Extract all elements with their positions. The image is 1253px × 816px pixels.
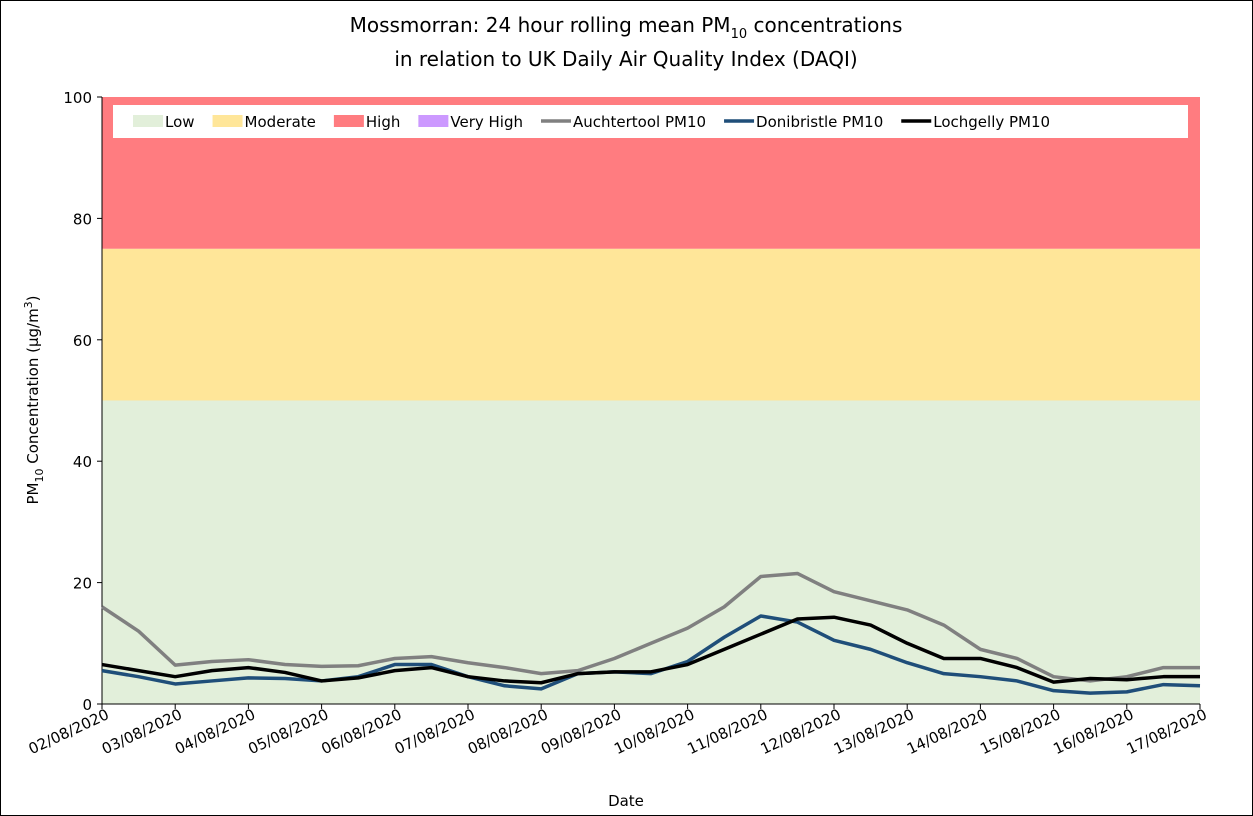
legend-box	[113, 105, 1188, 138]
y-tick-label: 40	[73, 453, 92, 471]
legend-swatch	[333, 115, 364, 127]
plot-area: 02040608010002/08/202003/08/202004/08/20…	[26, 89, 1210, 758]
series-line	[101, 571, 1200, 683]
band	[102, 248, 1200, 401]
legend-label: Lochgelly PM10	[933, 113, 1050, 131]
legend-label: High	[366, 113, 400, 131]
title-subscript: 10	[731, 27, 748, 42]
title-text: Mossmorran: 24 hour rolling mean PM	[350, 13, 731, 37]
chart-subtitle: in relation to UK Daily Air Quality Inde…	[394, 47, 857, 71]
series-line	[101, 614, 1201, 695]
y-label-text: )	[24, 295, 42, 301]
y-axis-label: PM10 Concentration (µg/m3)	[22, 295, 46, 504]
legend-label: Auchtertool PM10	[573, 113, 706, 131]
y-tick-label: 80	[73, 210, 92, 228]
legend-swatch	[418, 115, 449, 127]
legend-label: Donibristle PM10	[756, 113, 883, 131]
y-label-text: PM	[24, 483, 42, 505]
legend-label: Moderate	[245, 113, 316, 131]
legend: Low Moderate High Very High Auchtertool PM10…	[113, 105, 1188, 138]
legend-swatch	[133, 115, 163, 127]
y-tick-label: 20	[73, 575, 92, 593]
legend-label: Very High	[450, 113, 523, 131]
legend-label: Low	[165, 113, 195, 131]
y-label-text: Concentration (µg/m	[24, 308, 42, 468]
title-text: concentrations	[747, 13, 902, 37]
y-label-subscript: 10	[33, 469, 46, 483]
y-tick-label: 60	[73, 332, 92, 350]
y-label-superscript: 3	[22, 301, 35, 308]
series-line	[101, 615, 1200, 685]
y-tick-label: 100	[63, 89, 92, 107]
y-tick-label: 0	[82, 696, 92, 714]
band	[102, 400, 1200, 704]
legend-swatch	[212, 115, 243, 127]
chart-title: Mossmorran: 24 hour rolling mean PM10 co…	[350, 13, 903, 42]
x-axis-label: Date	[608, 792, 644, 810]
